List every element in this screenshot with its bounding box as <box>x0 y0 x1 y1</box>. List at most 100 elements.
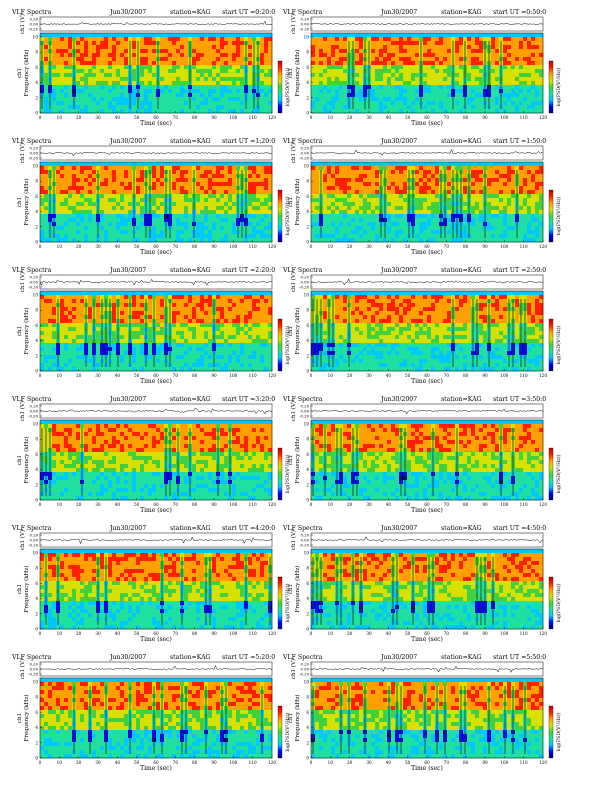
spectrogram-cell <box>112 81 116 85</box>
spectrogram-cell <box>112 57 116 61</box>
spectrogram-cell <box>172 234 176 238</box>
spectrogram-cell <box>335 218 339 222</box>
spectrogram-cell <box>375 198 379 202</box>
spectrogram-cell <box>172 178 176 182</box>
spectrogram-cell <box>232 178 236 182</box>
spectrogram-cell <box>212 69 216 73</box>
spectrogram-cell <box>515 41 519 45</box>
spectrogram-cell <box>315 53 319 57</box>
spectrogram-cell <box>471 206 475 210</box>
spectrogram-cell <box>427 226 431 230</box>
spectrogram-cell <box>311 89 315 93</box>
spectrogram-cell <box>108 238 112 242</box>
spectrogram-cell <box>64 162 68 166</box>
spectrogram-cell <box>431 105 435 109</box>
spectrogram-cell <box>84 194 88 198</box>
spectrogram-cell <box>343 210 347 214</box>
spectrogram-cell <box>355 49 359 53</box>
spectrogram-cell <box>60 61 64 65</box>
spectrogram-cell <box>268 45 272 49</box>
spectrogram-cell <box>64 178 68 182</box>
spectrogram-cell <box>431 194 435 198</box>
spectrogram-cell <box>327 166 331 170</box>
spectrogram-cell <box>467 81 471 85</box>
spectrogram-cell <box>391 194 395 198</box>
spectrogram-cell <box>495 162 499 166</box>
spectrogram-cell <box>108 222 112 226</box>
spectrogram-cell <box>56 198 60 202</box>
spectrogram-cell <box>387 97 391 101</box>
spectrogram-cell <box>335 53 339 57</box>
spectrogram-cell <box>367 170 371 174</box>
spectrogram-cell <box>319 73 323 77</box>
ch1-axis-label: ch1 (V) <box>290 143 297 163</box>
spectrogram-cell <box>355 214 359 218</box>
spectrogram-cell <box>311 234 315 238</box>
spectrogram-cell <box>248 234 252 238</box>
spectrogram-cell <box>264 57 268 61</box>
spectrogram-cell <box>511 57 515 61</box>
spectrogram-cell <box>375 109 379 113</box>
spectrogram-cell <box>232 190 236 194</box>
spectrogram-cell <box>260 93 264 97</box>
spectrogram-cell <box>495 182 499 186</box>
time-axis-label: Time (sec) <box>411 249 443 256</box>
spectrogram-cell <box>387 226 391 230</box>
spectrogram-cell <box>351 170 355 174</box>
spectrogram-cell <box>427 194 431 198</box>
spectrogram-dropout-line <box>517 170 518 238</box>
spectrogram-cell <box>439 77 443 81</box>
spectrogram-cell <box>224 61 228 65</box>
spectrogram-cell <box>172 174 176 178</box>
spectrogram-cell <box>152 222 156 226</box>
spectrogram-cell <box>531 65 535 69</box>
spectrogram-cell <box>220 178 224 182</box>
spectrogram-cell <box>84 190 88 194</box>
spectrogram-cell <box>507 226 511 230</box>
spectrogram-cell <box>100 218 104 222</box>
spectrogram-cell <box>152 33 156 37</box>
spectrogram-cell <box>108 182 112 186</box>
spectrogram-cell <box>527 162 531 166</box>
spectrogram-cell <box>76 73 80 77</box>
spectrogram-cell <box>104 218 108 222</box>
spectrogram-cell <box>519 186 523 190</box>
spectrogram-cell <box>68 170 72 174</box>
spectrogram-cell <box>315 162 319 166</box>
spectrogram-cell <box>515 65 519 69</box>
spectrogram-cell <box>144 57 148 61</box>
spectrogram-cell <box>52 105 56 109</box>
spectrogram-cell <box>228 85 232 89</box>
spectrogram-cell <box>188 178 192 182</box>
spectrogram-cell <box>104 33 108 37</box>
spectrogram-cell <box>216 109 220 113</box>
spectrogram-cell <box>423 33 427 37</box>
spectrogram-cell <box>311 85 315 89</box>
spectrogram-cell <box>403 77 407 81</box>
spectrogram-cell <box>144 69 148 73</box>
spectrogram-cell <box>200 230 204 234</box>
spectrogram-cell <box>40 351 44 355</box>
spectrogram-cell <box>387 105 391 109</box>
spectrogram-cell <box>507 93 511 97</box>
spectrogram-cell <box>323 89 327 93</box>
spectrogram-cell <box>140 109 144 113</box>
spectrogram-cell <box>487 230 491 234</box>
spectrogram-cell <box>80 101 84 105</box>
spectrogram-cell <box>447 109 451 113</box>
spectrogram-cell <box>224 194 228 198</box>
spectrogram-cell <box>232 53 236 57</box>
spectrogram-cell <box>511 97 515 101</box>
spectrogram-cell <box>52 53 56 57</box>
spectrogram-cell <box>523 65 527 69</box>
spectrogram-cell <box>264 97 268 101</box>
spectrogram-cell <box>232 206 236 210</box>
spectrogram-cell <box>499 182 503 186</box>
spectrogram-cell <box>447 174 451 178</box>
spectrogram-cell <box>188 214 192 218</box>
spectrogram-cell <box>116 198 120 202</box>
spectrogram-cell <box>76 109 80 113</box>
spectrogram-cell <box>519 109 523 113</box>
spectrogram-cell <box>88 109 92 113</box>
spectrogram-cell <box>76 182 80 186</box>
